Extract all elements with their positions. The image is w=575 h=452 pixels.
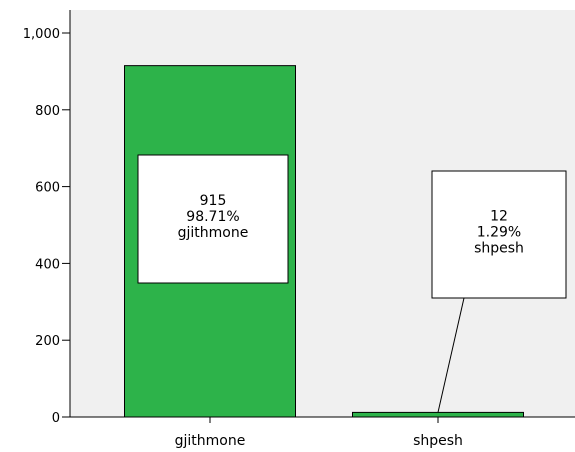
y-tick-label: 0 xyxy=(52,411,60,426)
bar-shpesh xyxy=(352,411,524,418)
data-label-category: gjithmone xyxy=(178,225,249,241)
data-label-percent: 98.71% xyxy=(186,209,239,225)
y-tick-label: 400 xyxy=(35,257,60,272)
data-label-count: 12 xyxy=(490,209,508,225)
data-label-box xyxy=(431,170,567,299)
data-label-category: shpesh xyxy=(474,241,524,257)
data-label-percent: 1.29% xyxy=(477,225,521,241)
data-label-box xyxy=(137,154,289,284)
x-axis-ticks: gjithmone shpesh xyxy=(175,417,463,449)
x-tick-label: shpesh xyxy=(413,433,463,449)
x-tick-label: gjithmone xyxy=(175,433,246,449)
y-tick-label: 1,000 xyxy=(23,27,60,42)
callout-leader-line xyxy=(437,297,465,413)
y-tick-label: 200 xyxy=(35,334,60,349)
data-label-count: 915 xyxy=(200,193,227,209)
y-tick-label: 600 xyxy=(35,181,60,196)
y-axis-ticks: 0 200 400 600 800 1,000 xyxy=(23,27,70,426)
y-tick-label: 800 xyxy=(35,104,60,119)
